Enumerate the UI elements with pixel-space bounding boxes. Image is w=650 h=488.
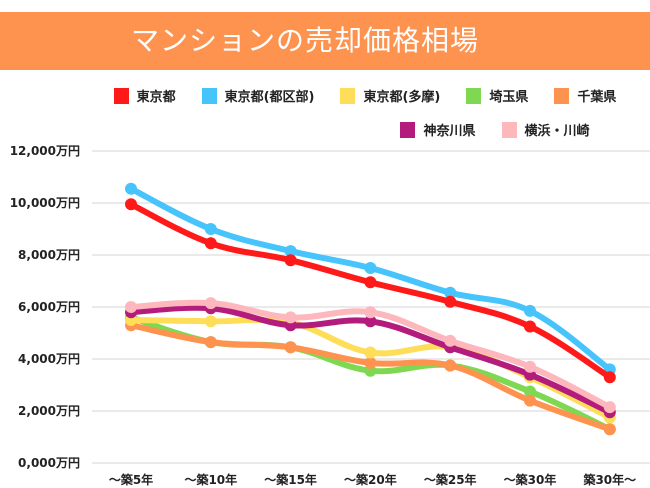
x-tick-label: 〜築20年 [344,472,397,487]
data-point [284,245,297,258]
legend-swatch [554,87,570,104]
data-point [204,315,217,328]
legend-swatch [501,121,517,138]
y-tick-label: 6,000万円 [18,300,80,314]
legend-item: 東京都 [113,86,176,105]
y-tick-label: 8,000万円 [18,248,80,262]
legend-label: 千葉県 [577,90,617,105]
data-point [524,304,536,317]
legend-item: 東京都(多摩) [340,86,440,105]
data-point [603,401,616,414]
data-point [204,237,217,250]
data-point [125,182,137,195]
data-point [364,346,377,359]
data-point [364,356,377,369]
data-point [284,254,297,267]
data-point [524,320,536,333]
data-point [204,223,217,235]
data-point [444,295,457,308]
data-point [284,311,297,324]
y-tick-label: 4,000万円 [18,352,80,366]
series-0 [125,198,616,384]
legend-label: 東京都 [136,90,176,105]
legend-item: 横浜・川崎 [501,120,590,139]
x-tick-label: 〜築15年 [264,472,317,487]
data-point [444,334,457,347]
x-tick-label: 築30年〜 [582,472,636,487]
data-point [524,394,536,407]
legend-item: 神奈川県 [400,120,476,139]
legend-row-2: 神奈川県 横浜・川崎 [0,120,650,139]
legend-swatch [340,87,356,104]
y-tick-label: 2,000万円 [18,404,80,418]
data-point [364,276,377,289]
y-tick-label: 0,000万円 [18,456,80,470]
data-point [444,286,457,299]
legend-swatch [400,121,416,138]
legend-label: 東京都(都区部) [224,90,315,105]
legend-swatch [201,87,217,104]
x-tick-label: 〜築30年 [504,472,557,487]
legend-item: 千葉県 [554,86,616,105]
x-tick-label: 〜築5年 [109,472,153,487]
data-point [603,423,616,436]
data-point [364,306,377,319]
data-point [284,341,297,354]
data-point [125,301,137,313]
legend-swatch [113,87,129,104]
data-point [204,336,217,349]
chart-title: マンションの売却価格相場 [130,24,479,57]
legend-item: 東京都(都区部) [201,86,315,105]
y-tick-label: 10,000万円 [10,196,80,210]
title-banner [0,12,650,70]
legend-swatch [466,87,482,104]
legend-label: 埼玉県 [489,90,529,105]
data-point [364,262,377,274]
data-point [603,371,616,384]
legend-label: 横浜・川崎 [524,124,590,139]
legend-label: 神奈川県 [423,124,476,139]
data-point [364,315,377,328]
legend-label: 東京都(多摩) [363,90,441,105]
data-point [444,359,457,372]
series-6 [125,297,616,414]
legend-item: 埼玉県 [466,86,528,105]
x-tick-label: 〜築10年 [184,472,237,487]
x-tick-label: 〜築25年 [424,472,477,487]
y-tick-label: 12,000万円 [10,144,80,158]
data-point [524,360,536,373]
legend-row-1: 東京都 東京都(都区部) 東京都(多摩) 埼玉県 千葉県 [0,86,650,105]
data-point [125,198,137,211]
data-point [524,385,536,398]
data-point [204,297,217,310]
